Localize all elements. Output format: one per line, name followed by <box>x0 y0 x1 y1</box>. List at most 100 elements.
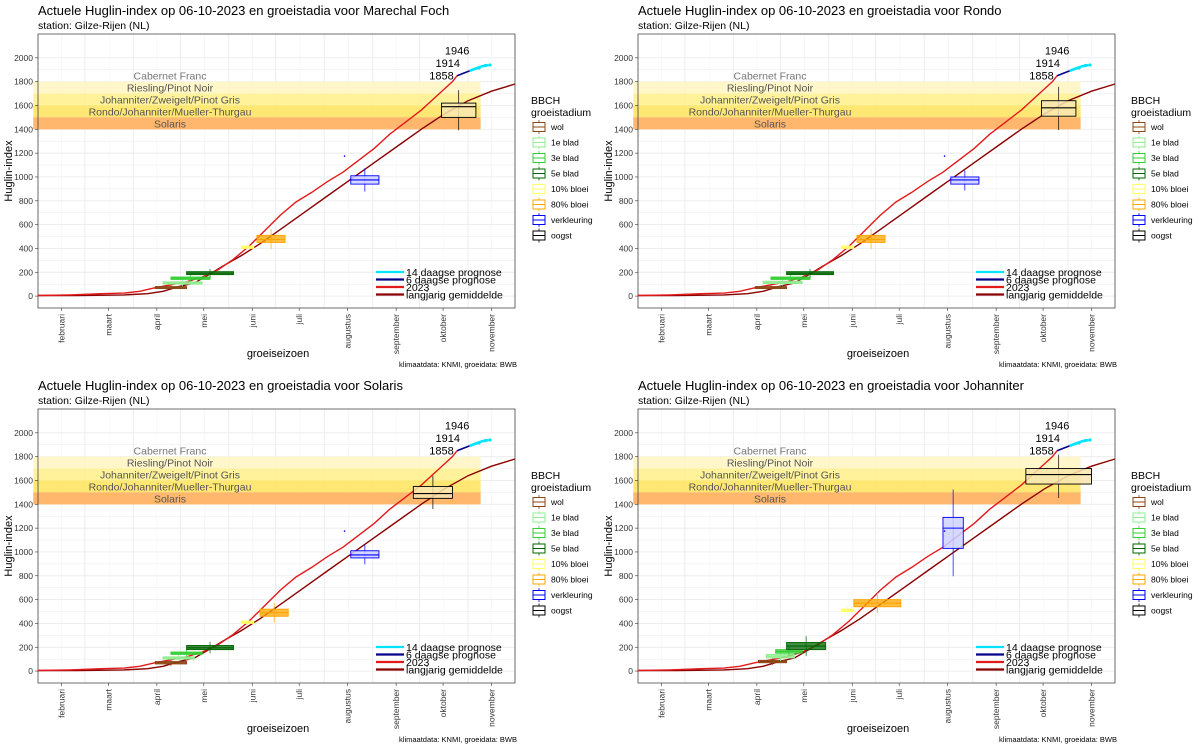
prognose-point <box>1083 438 1087 443</box>
data-source-caption: klimaatdata: KNMI, groeidata: BWB <box>999 360 1117 369</box>
chart-panel-marechal-foch: Actuele Huglin-index op 06-10-2023 en gr… <box>0 0 600 375</box>
legend-line-label: langjarig gemiddelde <box>406 665 503 677</box>
x-tick-label: november <box>487 689 497 727</box>
y-tick-label: 1200 <box>14 523 33 533</box>
ripening-band-label: Riesling/Pinot Noir <box>127 458 214 470</box>
y-axis-title: Huglin-index <box>3 140 15 202</box>
x-tick-label: juli <box>294 314 304 326</box>
y-tick-label: 200 <box>619 642 633 652</box>
stage-box-verkleuring <box>950 176 980 185</box>
prognose-point <box>1083 63 1087 68</box>
legend-line-label: 2023 <box>1006 282 1030 294</box>
stage-legend-subtitle: groeistadium <box>1131 107 1191 119</box>
y-tick-label: 200 <box>619 267 633 277</box>
line-2023 <box>637 450 1058 672</box>
x-tick-label: augustus <box>343 689 353 724</box>
prognose-point <box>1088 438 1092 442</box>
x-tick-label: april <box>752 689 762 705</box>
ripening-band-label: Cabernet Franc <box>134 71 207 83</box>
prognose-point <box>483 63 487 68</box>
prognose-point <box>1077 66 1081 70</box>
ripening-band-solaris <box>33 117 481 130</box>
ripening-band-label: Riesling/Pinot Noir <box>127 83 214 95</box>
stage-legend-label: wol <box>550 122 564 132</box>
y-tick-label: 1200 <box>14 148 33 158</box>
plot-background <box>38 409 515 683</box>
ripening-band-label: Rondo/Johanniter/Mueller-Thurgau <box>89 481 252 493</box>
x-tick-label: februari <box>656 689 666 718</box>
y-tick-label: 600 <box>19 595 33 605</box>
x-tick-label: september <box>391 689 401 729</box>
y-tick-label: 0 <box>28 291 33 301</box>
chart-title: Actuele Huglin-index op 06-10-2023 en gr… <box>638 3 1002 18</box>
y-tick-label: 400 <box>619 618 633 628</box>
y-tick-label: 1400 <box>614 124 633 134</box>
stage-box-80-bloei <box>256 234 286 243</box>
year-label-1946: 1946 <box>445 420 469 432</box>
line-2023 <box>37 450 458 672</box>
ripening-band-label: Cabernet Franc <box>734 71 807 83</box>
data-source-caption: klimaatdata: KNMI, groeidata: BWB <box>399 735 517 744</box>
y-tick-label: 2000 <box>614 428 633 438</box>
y-tick-label: 1000 <box>14 547 33 557</box>
ripening-band-solaris <box>33 492 481 505</box>
stage-legend-label: 10% bloei <box>1151 184 1188 194</box>
stage-legend-label: 3e blad <box>1151 528 1179 538</box>
y-axis-title: Huglin-index <box>603 515 615 577</box>
stage-legend-label: wol <box>1150 497 1164 507</box>
legend-line-label: 2023 <box>406 282 430 294</box>
stage-legend-label: verkleuring <box>551 215 593 225</box>
prognose-point <box>483 438 487 443</box>
ripening-band <box>633 480 1081 493</box>
stage-legend-label: 3e blad <box>551 153 579 163</box>
stage-legend-label: 5e blad <box>551 169 579 179</box>
chart-panel-rondo: Actuele Huglin-index op 06-10-2023 en gr… <box>600 0 1200 375</box>
y-tick-label: 600 <box>619 220 633 230</box>
y-tick-label: 1800 <box>14 452 33 462</box>
ripening-band-label: Johanniter/Zweigelt/Pinot Gris <box>100 95 240 107</box>
ripening-band <box>633 105 1081 118</box>
ripening-band-solaris <box>633 117 1081 130</box>
x-tick-label: oktober <box>1038 314 1048 343</box>
x-tick-label: oktober <box>438 689 448 718</box>
x-axis-title: groeiseizoen <box>847 723 909 735</box>
ripening-band <box>33 480 481 493</box>
x-tick-label: juni <box>847 314 857 328</box>
stage-legend-label: oogst <box>551 606 572 616</box>
plot-frame <box>637 408 1116 684</box>
stage-legend-subtitle: groeistadium <box>531 482 591 494</box>
y-tick-label: 1000 <box>614 547 633 557</box>
x-tick-label: juni <box>247 689 257 703</box>
x-tick-label: juni <box>847 689 857 703</box>
x-tick-label: juli <box>894 314 904 326</box>
line-6-daagse-prognose <box>456 70 470 77</box>
ripening-band <box>633 456 1081 469</box>
x-tick-label: mei <box>799 689 809 703</box>
y-tick-label: 0 <box>28 666 33 676</box>
x-tick-label: juni <box>247 314 257 328</box>
legend-line-label: 14 daagse prognose <box>406 642 502 654</box>
y-tick-label: 800 <box>19 571 33 581</box>
stage-legend-title: BBCH <box>1131 470 1160 482</box>
x-tick-label: november <box>1087 314 1097 352</box>
stage-legend-label: 1e blad <box>1151 513 1179 523</box>
chart-title: Actuele Huglin-index op 06-10-2023 en gr… <box>638 378 1025 393</box>
chart-subtitle: station: Gilze-Rijen (NL) <box>638 395 749 407</box>
y-tick-label: 800 <box>619 196 633 206</box>
y-tick-label: 600 <box>619 595 633 605</box>
stage-legend-label: 5e blad <box>1151 544 1179 554</box>
y-tick-label: 800 <box>19 196 33 206</box>
legend-line-label: 2023 <box>406 657 430 669</box>
x-tick-label: september <box>991 689 1001 729</box>
year-label-1914: 1914 <box>436 433 460 445</box>
ripening-band-label: Riesling/Pinot Noir <box>727 83 814 95</box>
y-tick-label: 0 <box>628 291 633 301</box>
ripening-band-label: Cabernet Franc <box>734 446 807 458</box>
x-tick-label: februari <box>56 314 66 343</box>
chart-panel-johanniter: Actuele Huglin-index op 06-10-2023 en gr… <box>600 375 1200 750</box>
legend-line-label: 6 daagse prognose <box>1006 275 1096 287</box>
ripening-band <box>33 468 481 481</box>
outlier-point <box>343 530 346 532</box>
line-langjarig-gemiddelde <box>638 458 1116 672</box>
y-tick-label: 1400 <box>14 499 33 509</box>
